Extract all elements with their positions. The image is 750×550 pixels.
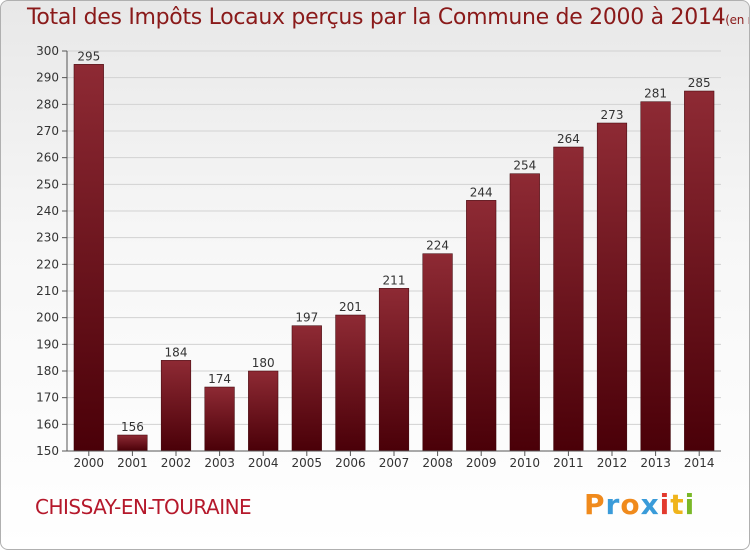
value-label: 285 [688,76,711,90]
x-tick-label: 2005 [292,456,323,470]
y-tick-label: 170 [36,391,59,405]
y-tick-label: 290 [36,71,59,85]
bars [73,64,715,452]
logo-letter: i [684,488,696,521]
bar-2002 [160,360,192,452]
value-label: 264 [557,132,580,146]
logo-letter: i [659,488,671,521]
y-tick-label: 150 [36,444,59,458]
x-tick-label: 2008 [422,456,453,470]
value-label: 156 [121,420,144,434]
bar-2001 [117,434,148,452]
value-label: 244 [470,185,493,199]
x-tick-label: 2009 [466,456,497,470]
value-label: 184 [165,345,188,359]
y-tick-label: 230 [36,231,59,245]
chart-title: Total des Impôts Locaux perçus par la Co… [27,5,749,30]
logo-letter: P [584,488,606,521]
y-tick-label: 240 [36,204,59,218]
logo-letter: t [670,488,685,521]
y-tick-label: 270 [36,124,59,138]
x-tick-label: 2002 [161,456,192,470]
bar-2007 [378,288,410,452]
x-tick-label: 2013 [640,456,671,470]
y-tick-label: 220 [36,257,59,271]
value-label: 224 [426,239,449,253]
x-tick-label: 2014 [684,456,715,470]
bar-2005 [291,325,322,452]
value-label: 295 [77,49,100,63]
chart-title-unit: (en milliers d'€) [725,13,749,27]
x-tick-label: 2003 [204,456,235,470]
logo-letter: o [620,488,641,521]
y-tick-label: 280 [36,97,59,111]
value-labels: 295 156 184 174 180 197 201 211 224 244 254 264 273 2… [77,49,710,434]
bar-2003 [204,386,235,452]
y-tick-label: 260 [36,151,59,165]
chart-title-main: Total des Impôts Locaux perçus par la Co… [27,5,726,30]
value-label: 281 [644,87,667,101]
value-label: 201 [339,300,362,314]
y-tick-label: 250 [36,177,59,191]
bar-2010 [509,173,540,452]
bar-2009 [466,200,497,452]
y-tick-label: 200 [36,311,59,325]
value-label: 174 [208,372,231,386]
axes: 150 160 170 180 190 200 210 220 230 240 250 260 270 2… [36,44,721,470]
bar-2013 [640,101,671,452]
x-tick-label: 2001 [117,456,148,470]
x-tick-label: 2010 [510,456,541,470]
bar-2006 [335,314,366,452]
bar-2004 [248,370,279,452]
bar-2011 [553,146,584,452]
value-label: 197 [295,311,318,325]
value-label: 211 [383,273,406,287]
value-label: 180 [252,356,275,370]
y-tick-label: 300 [36,44,59,58]
y-tick-label: 190 [36,337,59,351]
value-label: 254 [513,159,536,173]
bar-2000 [73,64,104,452]
y-tick-label: 160 [36,417,59,431]
x-tick-label: 2000 [74,456,105,470]
commune-name: CHISSAY-EN-TOURAINE [35,495,252,519]
bar-2012 [596,122,628,452]
logo-letter: x [640,488,660,521]
value-label: 273 [601,108,624,122]
x-tick-label: 2006 [335,456,366,470]
bar-2008 [422,253,453,452]
proxiti-logo: Proxiti [584,488,695,521]
x-tick-label: 2011 [553,456,584,470]
x-tick-label: 2004 [248,456,279,470]
y-tick-label: 180 [36,364,59,378]
x-tick-label: 2012 [597,456,628,470]
y-tick-label: 210 [36,284,59,298]
x-tick-label: 2007 [379,456,410,470]
bar-2014 [684,90,715,452]
logo-letter: r [605,488,621,521]
